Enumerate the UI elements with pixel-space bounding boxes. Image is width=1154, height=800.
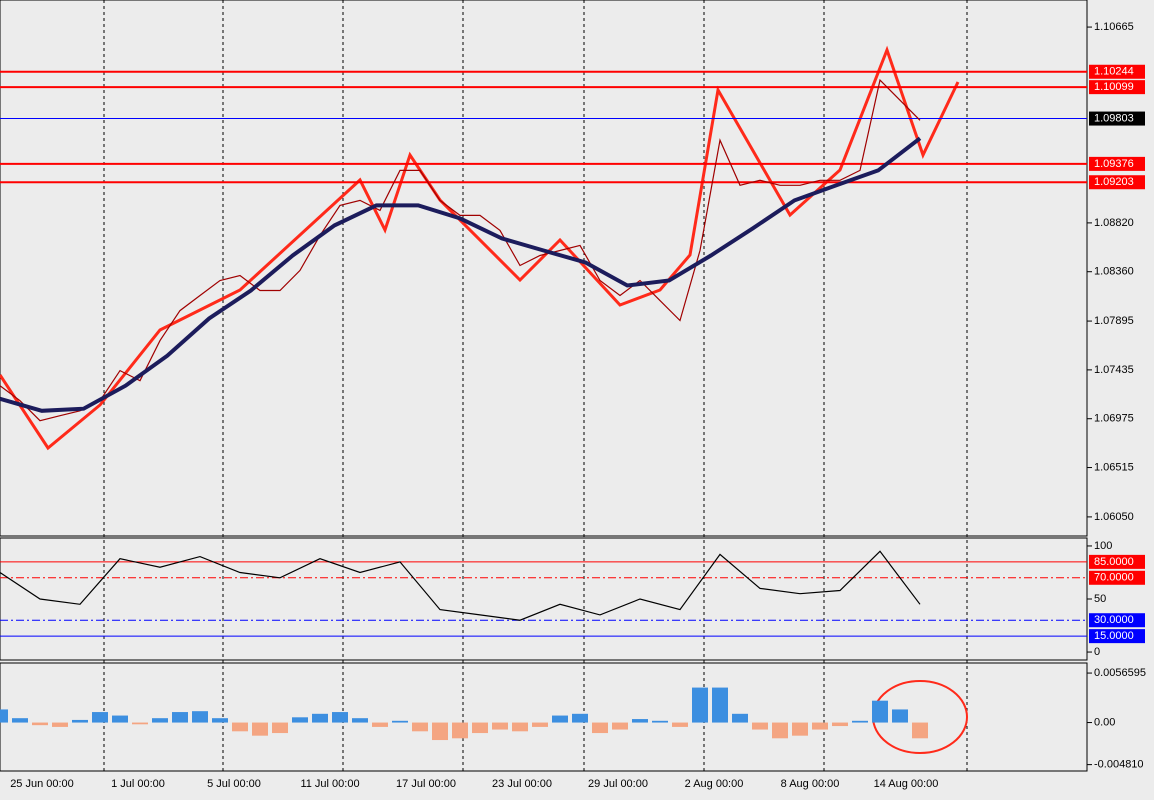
histogram-bar: [572, 713, 588, 723]
histogram-bar: [852, 720, 868, 723]
histogram-bar: [32, 722, 48, 726]
histogram-bar: [212, 718, 228, 723]
histogram-bar: [692, 687, 708, 723]
x-tick-label: 17 Jul 00:00: [396, 778, 456, 790]
y-tick-label: 0.00: [1094, 716, 1115, 728]
y-tick-label: 50: [1094, 593, 1106, 605]
histogram-bar: [0, 709, 8, 723]
oscillator-panel: [0, 537, 1088, 661]
histogram-bar: [72, 719, 88, 723]
histogram-bar: [612, 722, 628, 730]
level-label: 1.09203: [1094, 176, 1134, 188]
histogram-bar: [432, 722, 448, 741]
level-label-box: [1089, 80, 1145, 95]
level-label-box: [1089, 156, 1145, 171]
x-tick-label: 23 Jul 00:00: [492, 778, 552, 790]
histogram-bar: [452, 722, 468, 739]
histogram-bar: [512, 722, 528, 732]
x-tick-label: 29 Jul 00:00: [588, 778, 648, 790]
histogram-bar: [412, 722, 428, 732]
histogram-bar: [772, 722, 788, 739]
price-panel: [0, 0, 1088, 537]
histogram-bar: [652, 720, 668, 723]
x-tick-label: 14 Aug 00:00: [874, 778, 939, 790]
histogram-bar: [732, 713, 748, 723]
histogram-bar: [832, 722, 848, 727]
y-tick-label: 1.07435: [1094, 364, 1134, 376]
histogram-bar: [892, 709, 908, 723]
histogram-bar: [472, 722, 488, 734]
histogram-bar: [292, 717, 308, 723]
histogram-bar: [672, 722, 688, 727]
y-tick-label: 0.0056595: [1094, 667, 1146, 679]
level-label-box: [1089, 64, 1145, 79]
series-line: [0, 550, 921, 621]
x-tick-label: 25 Jun 00:00: [10, 778, 74, 790]
x-tick-label: 2 Aug 00:00: [685, 778, 744, 790]
x-tick-label: 5 Jul 00:00: [207, 778, 261, 790]
y-tick-label: 1.10665: [1094, 21, 1134, 33]
histogram-bar: [912, 722, 928, 739]
series-line: [0, 136, 922, 413]
y-tick-label: 1.07895: [1094, 315, 1134, 327]
level-label: 30.0000: [1094, 614, 1134, 626]
histogram-bar: [352, 718, 368, 723]
y-tick-label: 1.06050: [1094, 511, 1134, 523]
histogram-bar: [312, 713, 328, 723]
histogram-bar: [252, 722, 268, 736]
macd-panel: [0, 662, 1088, 772]
histogram-bar: [592, 722, 608, 734]
level-label: 1.09376: [1094, 158, 1134, 170]
histogram-bar: [232, 722, 248, 732]
histogram-bar: [752, 722, 768, 730]
y-tick-label: 100: [1094, 540, 1112, 552]
y-tick-label: -0.004810: [1094, 759, 1144, 771]
y-tick-label: 1.08820: [1094, 217, 1134, 229]
histogram-bar: [492, 722, 508, 730]
histogram-bar: [552, 715, 568, 723]
y-tick-label: 1.06975: [1094, 413, 1134, 425]
histogram-bar: [532, 722, 548, 727]
level-label: 70.0000: [1094, 572, 1134, 584]
level-label-box: [1089, 175, 1145, 190]
histogram-bar: [52, 722, 68, 727]
histogram-bar: [712, 687, 728, 723]
x-tick-label: 11 Jul 00:00: [300, 778, 359, 790]
x-tick-label: 8 Aug 00:00: [781, 778, 840, 790]
histogram-bar: [272, 722, 288, 734]
histogram-bar: [112, 715, 128, 723]
histogram-bar: [632, 719, 648, 723]
histogram-bar: [332, 712, 348, 723]
histogram-bar: [172, 712, 188, 723]
level-label: 15.0000: [1094, 630, 1134, 642]
histogram-bar: [92, 712, 108, 723]
histogram-bar: [12, 718, 28, 723]
y-tick-label: 0: [1094, 646, 1100, 658]
x-tick-label: 1 Jul 00:00: [111, 778, 165, 790]
histogram-bar: [792, 722, 808, 736]
histogram-bar: [392, 720, 408, 723]
histogram-bar: [372, 722, 388, 727]
level-label: 85.0000: [1094, 556, 1134, 568]
time-grid: [103, 0, 968, 771]
histogram-bar: [192, 711, 208, 723]
level-label: 1.09803: [1094, 112, 1134, 124]
level-label-box: [1089, 570, 1145, 585]
y-tick-label: 1.08360: [1094, 266, 1134, 278]
level-label-box: [1089, 111, 1145, 126]
histogram-bar: [872, 700, 888, 723]
level-label-box: [1089, 629, 1145, 644]
histogram-bar: [132, 722, 148, 725]
level-label: 1.10099: [1094, 81, 1134, 93]
y-tick-label: 1.06515: [1094, 461, 1134, 473]
histogram-bar: [812, 722, 828, 730]
level-label: 1.10244: [1094, 66, 1134, 78]
level-label-box: [1089, 613, 1145, 628]
level-label-box: [1089, 554, 1145, 569]
series-line: [0, 78, 921, 422]
histogram-bar: [152, 718, 168, 723]
